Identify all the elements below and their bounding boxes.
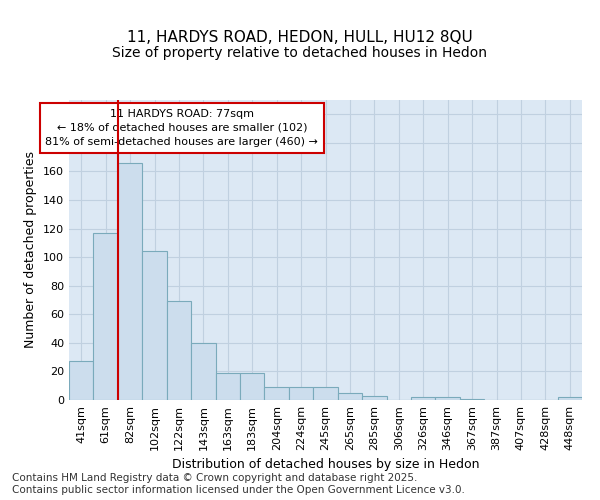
Text: 11, HARDYS ROAD, HEDON, HULL, HU12 8QU: 11, HARDYS ROAD, HEDON, HULL, HU12 8QU [127,30,473,45]
X-axis label: Distribution of detached houses by size in Hedon: Distribution of detached houses by size … [172,458,479,471]
Bar [289,387,313,400]
Bar [460,398,484,400]
Bar [362,396,386,400]
Bar [313,387,338,400]
Text: 11 HARDYS ROAD: 77sqm
← 18% of detached houses are smaller (102)
81% of semi-det: 11 HARDYS ROAD: 77sqm ← 18% of detached … [46,109,318,147]
Y-axis label: Number of detached properties: Number of detached properties [25,152,37,348]
Bar [191,343,215,400]
Bar [142,252,167,400]
Bar [411,397,436,400]
Bar [215,373,240,400]
Text: Contains HM Land Registry data © Crown copyright and database right 2025.
Contai: Contains HM Land Registry data © Crown c… [12,474,465,495]
Text: Size of property relative to detached houses in Hedon: Size of property relative to detached ho… [113,46,487,60]
Bar [557,397,582,400]
Bar [69,362,94,400]
Bar [338,393,362,400]
Bar [167,302,191,400]
Bar [94,233,118,400]
Bar [265,387,289,400]
Bar [240,373,265,400]
Bar [436,397,460,400]
Bar [118,163,142,400]
